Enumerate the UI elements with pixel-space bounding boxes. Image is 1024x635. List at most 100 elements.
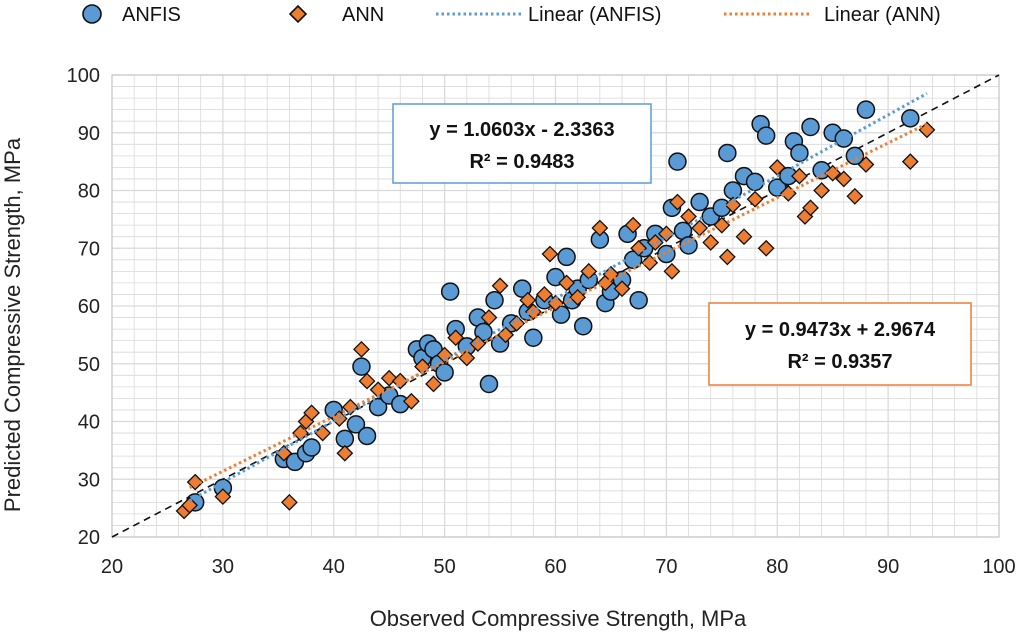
x-tick-label: 80 xyxy=(766,556,788,578)
anfis-point xyxy=(690,192,709,212)
ann-point xyxy=(802,199,819,217)
legend-ann-label: ANN xyxy=(342,4,384,26)
ann-point xyxy=(358,372,376,390)
ann-point xyxy=(846,187,864,205)
anfis-point xyxy=(801,117,820,137)
ann-point xyxy=(275,444,293,462)
anfis-point xyxy=(790,143,809,163)
anfis-equation: y = 1.0603x - 2.3363 xyxy=(429,119,614,141)
ann-point xyxy=(469,335,487,352)
ann-point xyxy=(857,156,875,173)
x-tick-label: 40 xyxy=(323,556,345,578)
y-tick-label: 80 xyxy=(78,181,100,203)
anfis-point xyxy=(352,357,371,376)
legend-ann-marker xyxy=(288,4,308,24)
ann-point xyxy=(425,375,442,393)
point-layer xyxy=(175,92,936,520)
ann-point xyxy=(336,444,354,462)
y-tick-label: 20 xyxy=(78,527,100,549)
anfis-point xyxy=(901,109,920,128)
ann-point xyxy=(591,219,609,237)
ann-point xyxy=(535,286,553,303)
x-tick-label: 50 xyxy=(434,556,456,578)
anfis-point xyxy=(856,100,876,119)
ann-point xyxy=(624,216,642,234)
y-tick-label: 30 xyxy=(78,469,100,491)
ann-point xyxy=(402,392,420,410)
legend-anfis-marker xyxy=(82,4,102,24)
y-tick-label: 60 xyxy=(78,296,100,318)
ann-point xyxy=(292,424,309,442)
ann-point xyxy=(713,216,731,234)
axis-layer: 20 30 40 50 60 70 80 90 100 20 30 40 50 60 70 80 90 100 xyxy=(67,65,1016,578)
anfis-r2: R² = 0.9483 xyxy=(469,151,574,173)
ann-point xyxy=(901,153,919,171)
ann-point xyxy=(718,248,736,266)
ann-point xyxy=(353,340,370,358)
ann-point xyxy=(746,190,764,208)
anfis-point xyxy=(718,143,737,163)
ann-point xyxy=(181,496,199,514)
anfis-point xyxy=(368,397,388,417)
y-tick-label: 100 xyxy=(67,65,100,87)
legend-linear-anfis-label: Linear (ANFIS) xyxy=(528,4,661,26)
ann-point xyxy=(791,167,808,185)
y-tick-label: 70 xyxy=(78,238,100,260)
ann-point xyxy=(497,326,515,344)
anfis-point xyxy=(629,290,648,310)
anfis-point xyxy=(335,429,355,449)
ann-point xyxy=(436,346,454,364)
x-tick-label: 20 xyxy=(101,556,123,578)
ann-equation-box: y = 0.9473x + 2.9674 R² = 0.9357 xyxy=(708,302,972,386)
ann-point xyxy=(646,234,664,251)
legend-linear-ann-label: Linear (ANN) xyxy=(824,4,941,26)
anfis-point xyxy=(668,152,687,171)
ann-point xyxy=(613,280,631,298)
anfis-point xyxy=(679,236,698,255)
ann-point xyxy=(214,488,232,505)
legend: ANFIS ANN Linear (ANFIS) Linear (ANN) xyxy=(82,4,941,26)
y-tick-label: 50 xyxy=(78,354,100,376)
x-tick-label: 70 xyxy=(655,556,677,578)
ann-point xyxy=(630,239,648,257)
ann-point xyxy=(757,239,775,257)
ann-point xyxy=(480,309,498,326)
anfis-point xyxy=(512,279,532,298)
x-axis-title: Observed Compressive Strength, MPa xyxy=(370,606,747,631)
anfis-point xyxy=(557,247,576,267)
ann-point xyxy=(663,262,681,280)
anfis-point xyxy=(657,244,676,264)
ann-point xyxy=(447,329,465,347)
anfis-point xyxy=(834,129,854,148)
ann-point xyxy=(558,274,576,292)
ann-point xyxy=(519,291,537,309)
anfis-point xyxy=(745,172,765,192)
ann-point xyxy=(813,182,831,199)
x-tick-label: 90 xyxy=(877,556,899,578)
anfis-point xyxy=(524,328,543,348)
ann-point xyxy=(835,170,853,188)
y-axis-title: Predicted Compressive Strength, MPa xyxy=(0,137,25,512)
ann-point xyxy=(657,225,675,243)
ann-point xyxy=(491,277,509,295)
ann-point xyxy=(541,245,559,263)
y-tick-label: 40 xyxy=(78,412,100,434)
ann-point xyxy=(280,493,298,511)
ann-equation: y = 0.9473x + 2.9674 xyxy=(745,319,936,341)
anfis-point xyxy=(573,316,593,336)
x-tick-label: 60 xyxy=(544,556,566,578)
x-tick-label: 30 xyxy=(212,556,234,578)
ann-point xyxy=(735,228,753,246)
ann-point xyxy=(314,424,332,442)
anfis-equation-box: y = 1.0603x - 2.3363 R² = 0.9483 xyxy=(392,103,652,184)
anfis-point xyxy=(346,415,366,434)
ann-point xyxy=(669,193,686,211)
ann-point xyxy=(702,234,720,251)
plot-frame xyxy=(111,74,1000,538)
anfis-point xyxy=(474,322,493,342)
anfis-point xyxy=(302,438,321,457)
x-tick-label: 100 xyxy=(982,556,1015,578)
legend-anfis-label: ANFIS xyxy=(122,4,181,26)
ann-point xyxy=(303,404,320,422)
